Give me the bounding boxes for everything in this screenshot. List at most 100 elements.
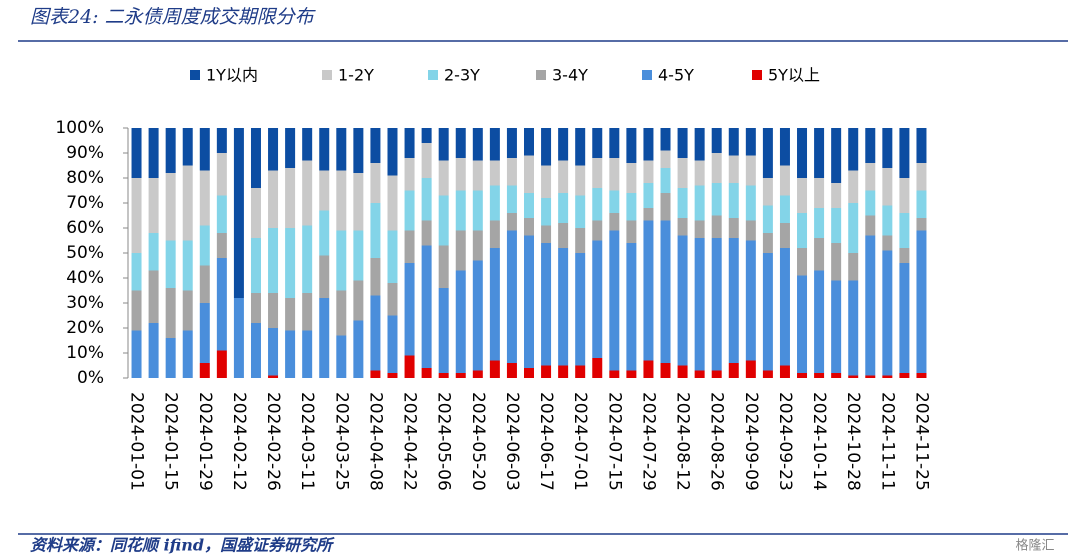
bar-segment [148, 233, 159, 271]
bar-segment [797, 178, 808, 213]
bar-segment [745, 220, 756, 241]
bar-segment [131, 290, 142, 331]
y-tick-label: 70% [66, 193, 104, 213]
bar-segment [165, 338, 176, 378]
bar-segment [524, 128, 534, 156]
bar-segment [268, 128, 279, 171]
bar-segment [609, 158, 620, 191]
bar-segment [506, 128, 517, 158]
bar-segment [916, 128, 927, 163]
bar-segment [848, 280, 859, 376]
bar-segment [506, 213, 517, 231]
bar-segment [216, 350, 227, 378]
bar-segment [865, 128, 876, 163]
bar-segment [336, 290, 347, 336]
bar-segment [285, 228, 296, 298]
bar-segment [302, 160, 313, 226]
bar-segment [541, 198, 552, 226]
bar-segment [182, 165, 193, 241]
bar-segment [370, 370, 381, 378]
bar-segment [711, 153, 722, 183]
bar-segment [779, 248, 790, 366]
bar-segment [455, 158, 466, 191]
bar-segment [575, 165, 586, 196]
bar-segment [404, 190, 415, 231]
bar-segment [319, 210, 330, 256]
bar-segment [882, 205, 893, 236]
bar-segment [250, 188, 261, 238]
bar-segment [779, 365, 790, 378]
bar-segment [268, 293, 279, 328]
bar-segment [489, 160, 500, 186]
bar-segment [250, 323, 261, 378]
bar-segment [216, 258, 227, 351]
bar-segment [831, 183, 842, 208]
bar-segment [711, 183, 722, 216]
bar-segment [370, 295, 381, 371]
bar-segment [489, 128, 500, 161]
bar-segment [489, 185, 500, 221]
bar-segment [387, 373, 398, 378]
bar-segment [814, 373, 825, 378]
bar-segment [216, 153, 227, 196]
bar-segment [285, 298, 296, 331]
bar-segment [643, 220, 654, 361]
legend-label: 2-3Y [444, 66, 480, 85]
bar-segment [660, 128, 671, 151]
bar-segment [660, 168, 671, 193]
bar-segment [797, 275, 808, 373]
bar-segment [438, 245, 449, 288]
bar-segment [899, 248, 910, 263]
bar-segment [438, 195, 449, 246]
bar-segment [643, 128, 654, 161]
source: 资料来源：同花顺 ifind，国盛证券研究所 [30, 536, 335, 555]
bar-segment [694, 238, 705, 371]
bar-segment [472, 370, 483, 378]
legend-swatch [428, 70, 438, 80]
x-tick-label: 2024-01-15 [161, 392, 181, 491]
bar-segment [762, 205, 773, 233]
bar-segment [745, 128, 756, 156]
bar-segment [762, 370, 773, 378]
legend-label: 5Y以上 [768, 66, 820, 85]
bar-segment [626, 163, 637, 193]
x-tick-label: 2024-02-26 [263, 392, 283, 491]
bar-segment [404, 158, 415, 191]
bar-segment [609, 230, 620, 371]
bar-segment [472, 260, 483, 371]
bar-segment [882, 250, 893, 376]
bar-segment [302, 293, 313, 331]
bar-segment [643, 183, 654, 208]
bar-segment [558, 248, 569, 366]
bar-segment [370, 163, 381, 203]
bar-segment [575, 195, 586, 228]
bar-segment [779, 195, 790, 223]
bar-segment [131, 253, 142, 291]
bar-segment [694, 160, 705, 186]
bar-segment [643, 208, 654, 221]
bar-segment [865, 190, 876, 216]
bar-segment [609, 370, 620, 378]
bar-segment [848, 375, 859, 378]
x-tick-label: 2024-08-26 [707, 392, 727, 491]
y-tick-label: 100% [55, 118, 104, 138]
bar-segment [148, 178, 159, 233]
bar-segment [302, 330, 313, 378]
bar-segment [404, 230, 415, 263]
bar-segment [524, 235, 534, 368]
bar-segment [302, 128, 313, 161]
bar-segment [387, 128, 398, 176]
bar-segment [336, 230, 347, 291]
bar-segment [831, 280, 842, 373]
bar-segment [711, 215, 722, 238]
bar-segment [916, 218, 927, 231]
bar-segment [762, 233, 773, 253]
bar-segment [541, 225, 552, 243]
bar-segment [575, 253, 586, 366]
bar-segment [592, 128, 603, 158]
bar-segment [882, 168, 893, 206]
bar-segment [797, 213, 808, 248]
bar-segment [199, 128, 210, 171]
bar-segment [421, 178, 432, 221]
bar-segment [524, 218, 534, 236]
